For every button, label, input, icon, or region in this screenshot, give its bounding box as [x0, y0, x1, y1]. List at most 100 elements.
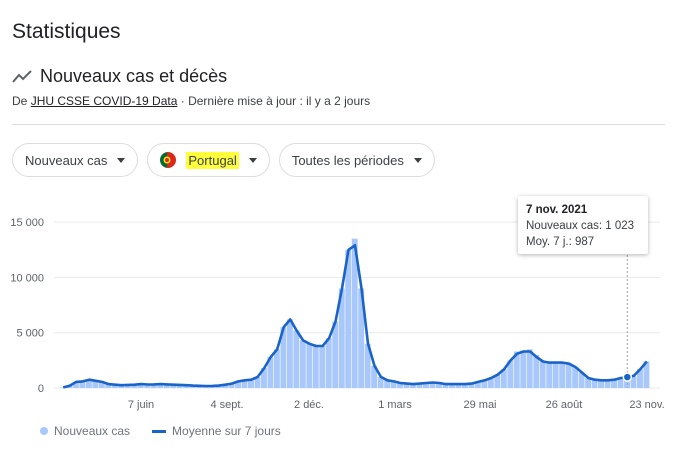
- source-prefix: De: [12, 94, 28, 108]
- filter-chips: Nouveaux cas Portugal Toutes les période…: [12, 143, 435, 177]
- case-bar: [286, 319, 293, 388]
- metric-dropdown[interactable]: Nouveaux cas: [12, 143, 139, 177]
- case-bar: [358, 288, 365, 388]
- y-tick-label: 15 000: [10, 217, 44, 229]
- case-bar: [131, 384, 138, 388]
- case-bar: [338, 288, 345, 388]
- cases-chart[interactable]: 15 000 10 000 5 000 0 7 juin 4 sept. 2 déc. 1 m…: [0, 190, 685, 420]
- source-updated: · Dernière mise à jour : il y a 2 jours: [180, 94, 371, 108]
- case-bar: [235, 381, 241, 388]
- case-bar: [552, 362, 559, 388]
- case-bar: [254, 376, 261, 388]
- case-bar: [150, 384, 157, 388]
- case-bar: [481, 380, 488, 388]
- case-bar: [228, 383, 235, 388]
- case-bar: [163, 384, 170, 388]
- case-bar: [500, 369, 507, 388]
- case-bar: [144, 384, 151, 388]
- legend-average-swatch: [152, 429, 167, 433]
- caret-down-icon: [248, 157, 257, 163]
- case-bar: [280, 327, 287, 388]
- hover-point: [622, 372, 633, 382]
- period-label: Toutes les périodes: [291, 152, 404, 168]
- case-bar: [176, 384, 183, 388]
- case-bar: [507, 360, 514, 388]
- country-dropdown[interactable]: Portugal: [147, 143, 270, 177]
- case-bar: [526, 349, 533, 388]
- source-line: De JHU CSSE COVID-19 Data · Dernière mis…: [12, 94, 370, 108]
- case-bar: [79, 381, 86, 388]
- case-bar: [72, 381, 79, 388]
- legend-cases-label: Nouveaux cas: [54, 424, 131, 438]
- case-bar: [92, 380, 99, 388]
- case-bar: [559, 362, 566, 388]
- case-bar: [565, 363, 572, 388]
- case-bar: [260, 368, 267, 388]
- case-bar: [325, 338, 332, 388]
- x-tick-label: 7 juin: [128, 399, 154, 411]
- case-bar: [105, 384, 112, 388]
- case-bar: [487, 378, 494, 388]
- period-dropdown[interactable]: Toutes les périodes: [278, 143, 435, 177]
- case-bar: [416, 383, 423, 388]
- case-bar: [578, 372, 585, 388]
- y-tick-label: 10 000: [10, 272, 44, 284]
- case-bar: [241, 380, 248, 388]
- page-title: Statistiques: [12, 20, 121, 43]
- case-bar: [455, 384, 462, 388]
- case-bar: [397, 383, 404, 388]
- case-bar: [273, 349, 280, 388]
- case-bar: [533, 354, 540, 388]
- x-tick-label: 1 mars: [378, 399, 412, 411]
- case-bar: [222, 384, 228, 388]
- case-bar: [449, 384, 455, 388]
- case-bar: [617, 378, 624, 388]
- case-bar: [157, 384, 164, 388]
- divider: [12, 124, 665, 125]
- average-line: [62, 244, 648, 389]
- source-link[interactable]: JHU CSSE COVID-19 Data: [30, 94, 178, 108]
- tooltip-average: Moy. 7 j.: 987: [526, 236, 595, 248]
- case-bar: [539, 361, 546, 388]
- x-tick-label: 29 mai: [463, 399, 496, 411]
- case-bar: [371, 365, 378, 388]
- case-bar: [604, 380, 611, 388]
- country-label: Portugal: [186, 151, 239, 169]
- case-bar: [299, 340, 306, 388]
- case-bar: [423, 383, 429, 388]
- case-bar: [410, 384, 416, 388]
- case-bar: [306, 343, 313, 388]
- case-bar: [643, 361, 650, 388]
- case-bar: [351, 238, 358, 388]
- y-tick-label: 5 000: [16, 328, 44, 340]
- case-bar: [60, 387, 66, 388]
- case-bar: [585, 378, 592, 388]
- case-bar: [364, 343, 371, 388]
- case-bar: [111, 384, 118, 388]
- section-title: Nouveaux cas et décès: [40, 66, 228, 86]
- caret-down-icon: [413, 157, 422, 163]
- case-bar: [170, 384, 177, 388]
- tooltip-cases: Nouveaux cas: 1 023: [526, 220, 635, 232]
- case-bar: [293, 330, 300, 388]
- chart-tooltip: 7 nov. 2021 Nouveaux cas: 1 023 Moy. 7 j…: [518, 196, 648, 254]
- case-bar: [461, 384, 468, 388]
- case-bar: [572, 366, 579, 388]
- case-bar: [624, 376, 630, 388]
- case-bar: [384, 380, 391, 388]
- case-bar: [474, 381, 481, 388]
- case-bar: [442, 384, 449, 388]
- case-bar: [319, 345, 326, 388]
- case-bar: [118, 385, 125, 388]
- case-bar: [598, 380, 605, 388]
- caret-down-icon: [117, 157, 126, 163]
- trending-icon: [12, 69, 32, 83]
- metric-label: Nouveaux cas: [25, 152, 108, 168]
- case-bar: [390, 381, 397, 388]
- case-bar: [377, 376, 384, 388]
- case-bar: [267, 357, 274, 388]
- case-bar: [494, 374, 501, 388]
- case-bar: [137, 384, 144, 388]
- case-bar: [637, 369, 643, 388]
- legend-average-label: Moyenne sur 7 jours: [172, 424, 281, 438]
